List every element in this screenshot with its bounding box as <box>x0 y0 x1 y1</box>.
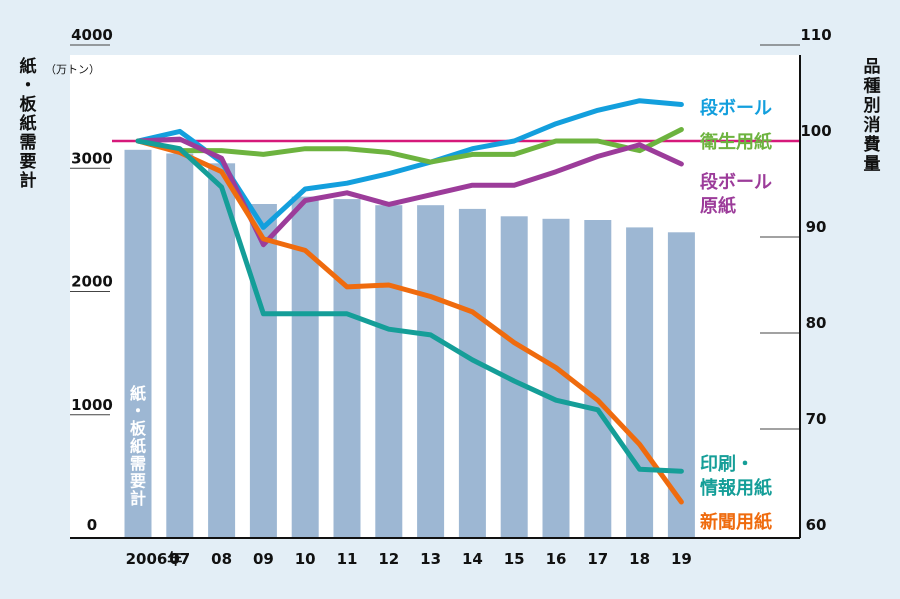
left-axis-title-char: 紙 <box>20 56 37 77</box>
bar-0 <box>124 149 152 539</box>
series-label-4: 情報用紙 <box>700 477 772 499</box>
category-label: 18 <box>629 550 650 568</box>
axes <box>70 55 801 539</box>
series-line-3 <box>135 138 684 505</box>
series-label-4: 印刷・ <box>700 454 754 475</box>
series-label-1: 衛生用紙 <box>699 131 772 153</box>
bar-2 <box>208 163 236 539</box>
series-lines <box>135 98 684 505</box>
category-label: 19 <box>671 550 692 568</box>
bar-label-char: 需 <box>130 454 146 473</box>
right-tick-label: 100 <box>800 122 831 140</box>
bar-10 <box>542 218 570 539</box>
bar-3 <box>249 204 277 538</box>
right-axis-title-char: 量 <box>864 154 881 175</box>
right-tick-label: 90 <box>806 218 827 236</box>
left-tick-label: 1000 <box>71 396 113 414</box>
series-label-2: 段ボール <box>700 171 772 193</box>
bar-label-char: 紙 <box>130 384 146 403</box>
category-label: 14 <box>462 550 483 568</box>
category-label: 08 <box>211 550 232 568</box>
left-tick-label: 3000 <box>71 149 113 167</box>
right-axis-title-char: 消 <box>864 115 881 136</box>
bar-8 <box>458 208 486 538</box>
left-axis-unit: （万トン） <box>45 63 100 76</box>
right-axis-title-char: 別 <box>863 96 881 116</box>
bar-1 <box>166 153 194 538</box>
series-label-0: 段ボール <box>700 97 772 119</box>
bar-label-char: 板 <box>130 419 147 438</box>
bar-12 <box>626 227 654 538</box>
bar-label-char: 計 <box>130 489 146 508</box>
left-axis-title-char: ・ <box>20 76 37 96</box>
bar-label-char: ・ <box>130 402 146 421</box>
category-label: 15 <box>504 550 525 568</box>
bar-6 <box>375 205 403 538</box>
category-label: 11 <box>337 550 358 568</box>
category-label: 12 <box>378 550 399 568</box>
left-tick-label: 4000 <box>71 26 113 44</box>
right-tick-label: 110 <box>800 26 831 44</box>
series-line-4 <box>135 138 684 474</box>
left-axis-title-char: 板 <box>20 94 38 115</box>
chart-text: 紙・板紙需要計4000300020001000011010090807060段ボ… <box>20 26 881 568</box>
right-axis-title-char: 品 <box>864 57 881 77</box>
right-axis-title-char: 種 <box>864 76 881 97</box>
bar-11 <box>584 220 612 538</box>
bar-7 <box>417 205 445 538</box>
series-label-3: 新聞用紙 <box>700 511 772 533</box>
category-label: 17 <box>587 550 608 568</box>
right-axis-title-char: 費 <box>864 134 881 155</box>
series-line-1 <box>135 127 684 165</box>
bar-label-char: 紙 <box>130 437 146 456</box>
left-axis-title-char: 需 <box>20 133 37 153</box>
series-label-2: 原紙 <box>700 195 736 217</box>
category-label: 2006年 <box>126 550 183 568</box>
right-tick-label: 70 <box>806 410 827 428</box>
category-label: 10 <box>295 550 316 568</box>
left-tick-label: 0 <box>87 516 97 534</box>
category-label: 09 <box>253 550 274 568</box>
right-tick-label: 80 <box>806 314 827 332</box>
category-label: 16 <box>546 550 567 568</box>
category-label: 07 <box>169 550 190 568</box>
right-tick-label: 60 <box>806 516 827 534</box>
bar-label-char: 要 <box>130 472 146 491</box>
left-axis-title-char: 要 <box>20 152 37 172</box>
left-tick-label: 2000 <box>71 273 113 291</box>
bar-5 <box>333 199 361 538</box>
category-label: 13 <box>420 550 441 568</box>
left-axis-title-char: 紙 <box>20 113 37 134</box>
series-line-2 <box>135 136 684 248</box>
left-axis-title-char: 計 <box>20 170 37 191</box>
bar-group <box>124 149 695 539</box>
